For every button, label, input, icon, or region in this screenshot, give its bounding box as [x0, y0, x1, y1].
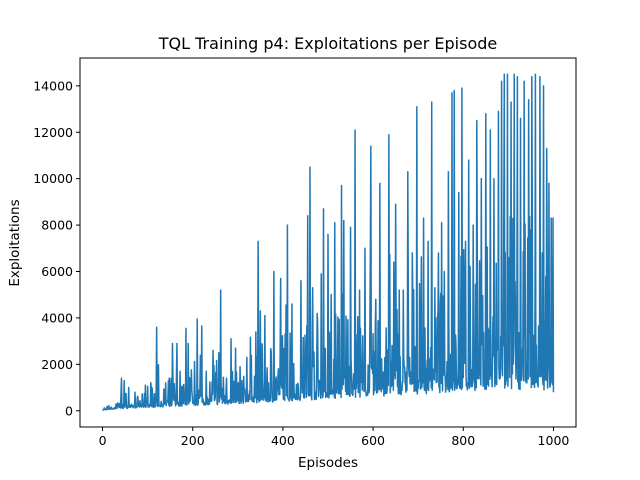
axes-frame: [79, 57, 577, 428]
y-tick-label: 0: [65, 403, 73, 418]
x-tick-label: 400: [271, 433, 295, 448]
y-tick-label: 10000: [33, 171, 73, 186]
y-tick-label: 4000: [41, 310, 73, 325]
x-tick-label: 800: [451, 433, 475, 448]
x-tick-label: 200: [181, 433, 205, 448]
y-tick-label: 8000: [41, 218, 73, 233]
y-tick-label: 2000: [41, 357, 73, 372]
y-axis: 0 2000 4000 6000 8000 10000 12000 14000: [33, 78, 80, 418]
y-tick-label: 14000: [33, 78, 73, 93]
x-tick-label: 0: [99, 433, 107, 448]
x-tick-label: 1000: [538, 433, 570, 448]
plot-area: [102, 73, 555, 411]
y-tick-label: 12000: [33, 125, 73, 140]
x-axis-label: Episodes: [298, 455, 358, 471]
x-axis: 0 200 400 600 800 1000: [99, 427, 570, 448]
y-axis-label: Exploitations: [7, 199, 23, 286]
chart-title: TQL Training p4: Exploitations per Episo…: [158, 34, 497, 53]
x-tick-label: 600: [361, 433, 385, 448]
series-line: [102, 73, 555, 411]
y-tick-label: 6000: [41, 264, 73, 279]
